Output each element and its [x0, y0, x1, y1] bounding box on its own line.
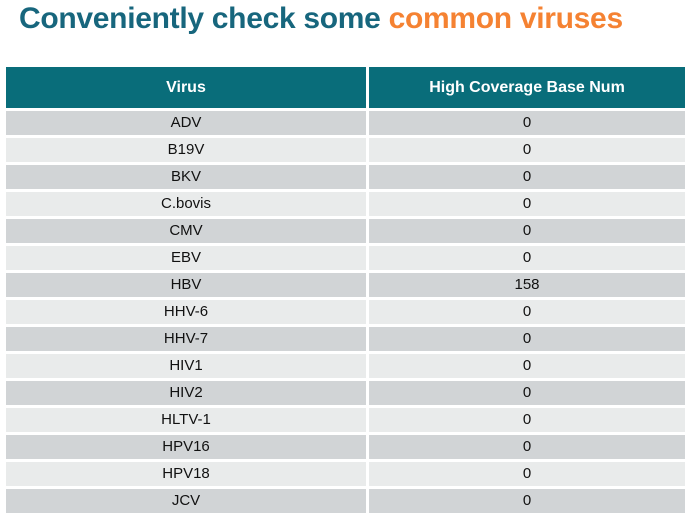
title-highlight-text: common viruses [388, 2, 624, 35]
column-header-virus: Virus [6, 67, 366, 108]
coverage-value-cell: 0 [369, 192, 685, 216]
coverage-value-cell: 158 [369, 273, 685, 297]
coverage-value-cell: 0 [369, 138, 685, 162]
table-row: HLTV-1 0 [6, 408, 685, 432]
table-header-row: Virus High Coverage Base Num [6, 67, 685, 108]
virus-name-cell: JCV [6, 489, 366, 513]
virus-name-cell: HPV16 [6, 435, 366, 459]
table-row: HHV-6 0 [6, 300, 685, 324]
table-body: ADV 0 B19V 0 BKV 0 C.bovis 0 CMV 0 EBV 0 HBV 158 HHV-6… [6, 111, 685, 513]
table-row: BKV 0 [6, 165, 685, 189]
table-row: HHV-7 0 [6, 327, 685, 351]
table-row: HIV2 0 [6, 381, 685, 405]
virus-name-cell: HBV [6, 273, 366, 297]
virus-name-cell: BKV [6, 165, 366, 189]
coverage-value-cell: 0 [369, 489, 685, 513]
virus-name-cell: EBV [6, 246, 366, 270]
coverage-value-cell: 0 [369, 219, 685, 243]
coverage-value-cell: 0 [369, 111, 685, 135]
table-row: HPV18 0 [6, 462, 685, 486]
virus-name-cell: HLTV-1 [6, 408, 366, 432]
table-row: ADV 0 [6, 111, 685, 135]
coverage-value-cell: 0 [369, 408, 685, 432]
virus-name-cell: HIV2 [6, 381, 366, 405]
table-row: HBV 158 [6, 273, 685, 297]
virus-name-cell: B19V [6, 138, 366, 162]
virus-name-cell: HHV-6 [6, 300, 366, 324]
table-row: CMV 0 [6, 219, 685, 243]
table-row: EBV 0 [6, 246, 685, 270]
table-row: HIV1 0 [6, 354, 685, 378]
table-row: HPV16 0 [6, 435, 685, 459]
virus-name-cell: HPV18 [6, 462, 366, 486]
coverage-value-cell: 0 [369, 300, 685, 324]
virus-name-cell: ADV [6, 111, 366, 135]
virus-name-cell: HIV1 [6, 354, 366, 378]
coverage-value-cell: 0 [369, 354, 685, 378]
coverage-value-cell: 0 [369, 246, 685, 270]
table-row: B19V 0 [6, 138, 685, 162]
coverage-value-cell: 0 [369, 165, 685, 189]
table-row: JCV 0 [6, 489, 685, 513]
coverage-value-cell: 0 [369, 327, 685, 351]
title-main-text: Conveniently check some [19, 2, 389, 35]
coverage-value-cell: 0 [369, 381, 685, 405]
virus-name-cell: HHV-7 [6, 327, 366, 351]
coverage-value-cell: 0 [369, 462, 685, 486]
virus-coverage-table: Virus High Coverage Base Num ADV 0 B19V 0 BK… [6, 67, 685, 516]
coverage-value-cell: 0 [369, 435, 685, 459]
virus-name-cell: CMV [6, 219, 366, 243]
table-row: C.bovis 0 [6, 192, 685, 216]
virus-name-cell: C.bovis [6, 192, 366, 216]
column-header-high-coverage-base-num: High Coverage Base Num [369, 67, 685, 108]
page-title: Conveniently check some common viruses [19, 2, 623, 36]
